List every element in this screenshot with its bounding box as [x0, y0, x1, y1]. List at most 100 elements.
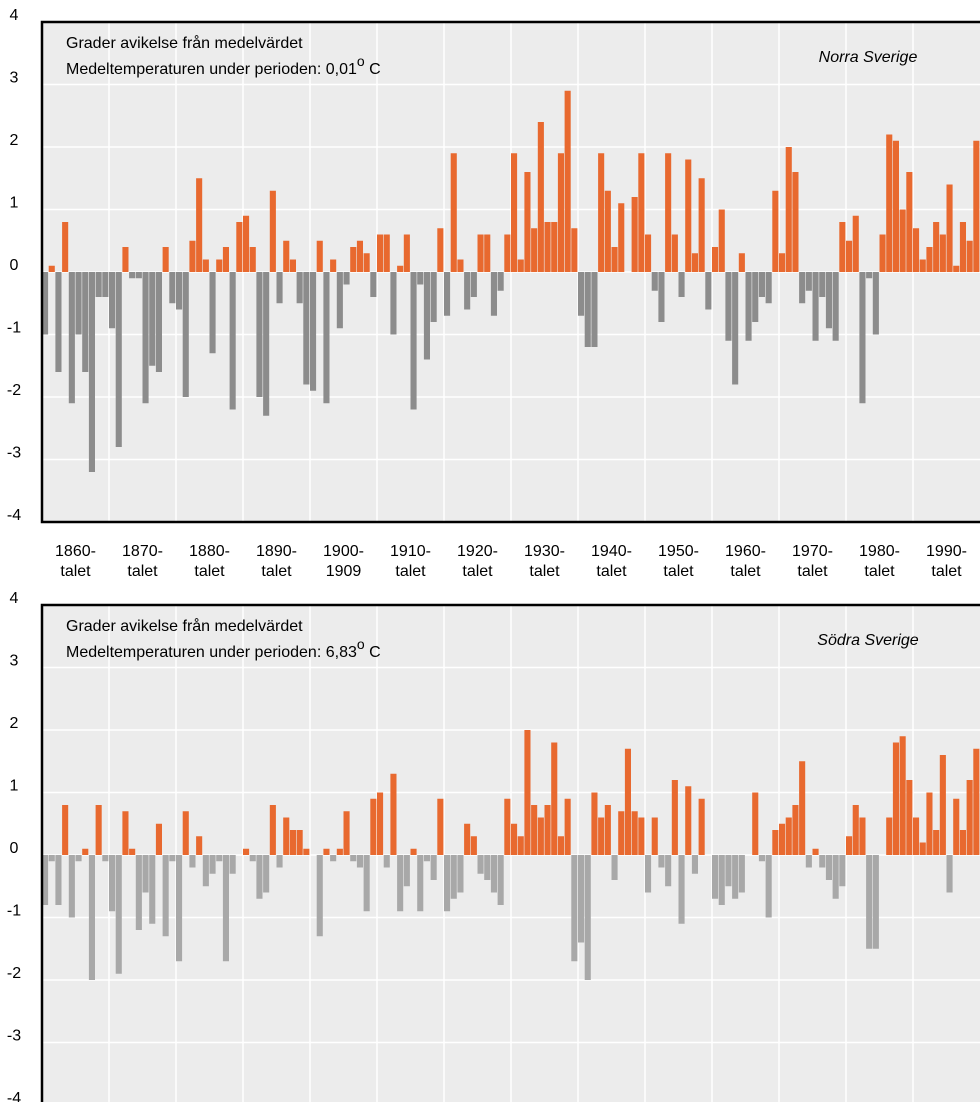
- bar: [959, 830, 966, 855]
- y-tick-label: -4: [7, 1090, 21, 1102]
- bar: [336, 272, 343, 329]
- bar: [296, 272, 303, 304]
- bar: [799, 761, 806, 855]
- bar: [430, 272, 437, 322]
- bar: [189, 240, 196, 272]
- bar: [343, 272, 350, 285]
- bar: [390, 272, 397, 335]
- bar: [906, 780, 913, 855]
- bar: [149, 272, 156, 366]
- bar: [638, 153, 645, 272]
- bar: [537, 817, 544, 855]
- bar: [872, 272, 879, 335]
- bar: [732, 272, 739, 385]
- bar: [316, 240, 323, 272]
- bar: [584, 855, 591, 980]
- annotation: Grader avikelse från medelvärdet: [66, 617, 303, 635]
- bar: [584, 272, 591, 347]
- bar: [243, 848, 250, 855]
- bar: [276, 855, 283, 868]
- bar: [859, 272, 866, 404]
- bar: [665, 153, 672, 272]
- bar: [685, 159, 692, 272]
- bar: [62, 805, 69, 855]
- bar: [866, 272, 873, 279]
- x-tick-label: 1940- talet: [591, 543, 632, 580]
- bar: [705, 272, 712, 310]
- bar: [383, 855, 390, 868]
- bar: [477, 855, 484, 874]
- bar: [55, 272, 62, 372]
- bar: [95, 805, 102, 855]
- x-tick-label: 1960- talet: [725, 543, 766, 580]
- bar: [531, 805, 538, 855]
- bar: [892, 742, 899, 855]
- bar: [377, 234, 384, 272]
- bar: [959, 222, 966, 272]
- bar: [712, 247, 719, 272]
- x-tick-label: 1970- talet: [792, 543, 833, 580]
- bar: [691, 855, 698, 874]
- bar: [571, 855, 578, 962]
- bar: [470, 272, 477, 297]
- y-tick-label: -2: [7, 965, 21, 982]
- bar: [886, 134, 893, 272]
- bar: [109, 855, 116, 912]
- y-tick-label: -3: [7, 445, 21, 462]
- chart-title: Södra Sverige: [817, 632, 918, 649]
- bar: [792, 172, 799, 272]
- bar: [417, 272, 424, 285]
- bar: [785, 817, 792, 855]
- x-tick-label: 1880- talet: [189, 543, 230, 580]
- bar: [149, 855, 156, 924]
- plot-frame: [40, 20, 980, 524]
- bar: [343, 811, 350, 855]
- bar: [350, 247, 357, 272]
- bar: [283, 240, 290, 272]
- bar: [42, 855, 49, 905]
- bar: [62, 222, 69, 272]
- bar: [899, 736, 906, 855]
- annotation-part: o: [357, 636, 365, 652]
- bar: [430, 855, 437, 880]
- bar: [450, 153, 457, 272]
- bar: [356, 855, 363, 868]
- bar: [511, 153, 518, 272]
- bar: [805, 855, 812, 868]
- bar: [437, 798, 444, 855]
- bar: [68, 855, 75, 918]
- bar: [738, 253, 745, 272]
- bar: [631, 811, 638, 855]
- bar: [370, 272, 377, 297]
- bar: [497, 855, 504, 905]
- bar: [48, 265, 55, 272]
- bar: [289, 830, 296, 855]
- bar: [88, 855, 95, 980]
- bar: [176, 272, 183, 310]
- x-tick-label: 1930- talet: [524, 543, 565, 580]
- bar: [939, 755, 946, 855]
- bar: [216, 855, 223, 862]
- bar: [812, 848, 819, 855]
- bar: [872, 855, 879, 949]
- bar: [892, 140, 899, 272]
- bar: [444, 855, 451, 912]
- bar: [356, 240, 363, 272]
- bar: [48, 855, 55, 862]
- bar: [75, 272, 82, 335]
- y-tick-label: -3: [7, 1028, 21, 1045]
- y-tick-label: 2: [10, 715, 19, 732]
- bar: [269, 190, 276, 272]
- bar: [316, 855, 323, 937]
- bar: [330, 259, 337, 272]
- bar: [457, 855, 464, 893]
- bar: [799, 272, 806, 304]
- bar: [611, 247, 618, 272]
- y-tick-label: 0: [10, 257, 19, 274]
- bar: [651, 272, 658, 291]
- bar: [698, 798, 705, 855]
- bar: [906, 172, 913, 272]
- bar: [122, 247, 129, 272]
- x-tick-label: 1890- talet: [256, 543, 297, 580]
- plot-frame: [40, 603, 980, 1102]
